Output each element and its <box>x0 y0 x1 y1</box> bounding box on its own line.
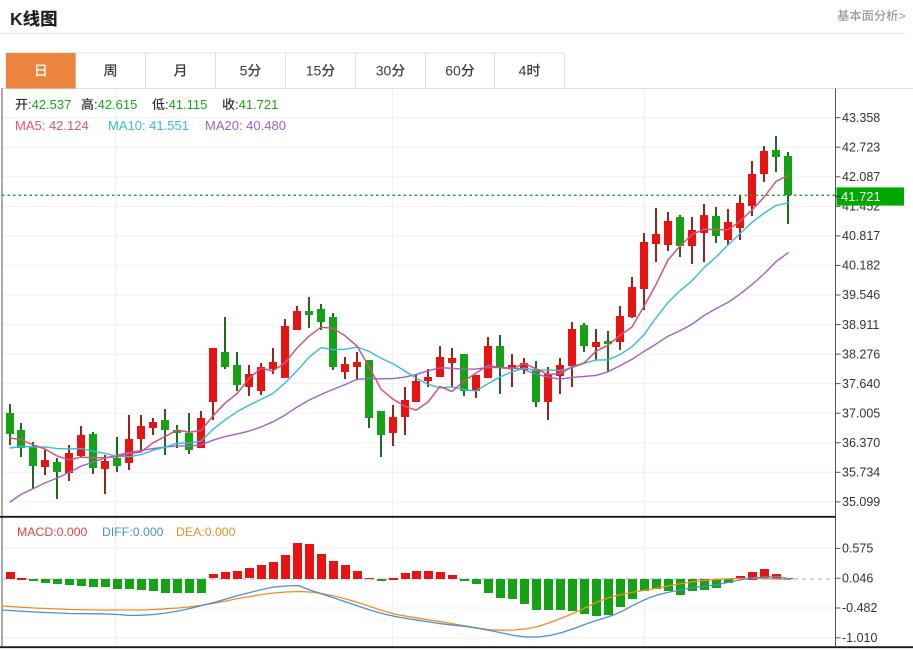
svg-text:35.734: 35.734 <box>842 466 880 480</box>
svg-text:60: 60 <box>445 63 461 79</box>
svg-text:MACD:0.000: MACD:0.000 <box>17 525 88 539</box>
svg-text:15: 15 <box>306 63 322 79</box>
svg-text::: : <box>94 97 98 112</box>
svg-text:K: K <box>10 9 23 29</box>
svg-text:40.182: 40.182 <box>842 259 880 273</box>
svg-text:42.537: 42.537 <box>32 97 72 112</box>
svg-text:MA20: 40.480: MA20: 40.480 <box>205 118 286 133</box>
svg-text::: : <box>235 97 239 112</box>
svg-text:43.358: 43.358 <box>842 111 880 125</box>
svg-text:>: > <box>899 9 906 23</box>
svg-text:38.276: 38.276 <box>842 347 880 361</box>
svg-text::: : <box>165 97 169 112</box>
svg-text:40.817: 40.817 <box>842 229 880 243</box>
svg-text:37.005: 37.005 <box>842 406 880 420</box>
svg-text:-0.482: -0.482 <box>842 601 877 615</box>
svg-text:39.546: 39.546 <box>842 288 880 302</box>
svg-text::: : <box>28 97 32 112</box>
svg-text:-1.010: -1.010 <box>842 631 877 645</box>
svg-text:41.721: 41.721 <box>239 97 279 112</box>
svg-text:42.723: 42.723 <box>842 140 880 154</box>
svg-text:5: 5 <box>240 63 248 79</box>
svg-text:DIFF:0.000: DIFF:0.000 <box>102 525 164 539</box>
svg-text:MA10: 41.551: MA10: 41.551 <box>108 118 189 133</box>
svg-text:42.615: 42.615 <box>98 97 138 112</box>
svg-text:41.115: 41.115 <box>169 97 208 112</box>
svg-text:4: 4 <box>519 63 527 79</box>
svg-text:DEA:0.000: DEA:0.000 <box>176 525 236 539</box>
svg-text:36.370: 36.370 <box>842 436 880 450</box>
svg-text:37.640: 37.640 <box>842 377 880 391</box>
svg-text:0.575: 0.575 <box>842 542 873 556</box>
svg-text:0.046: 0.046 <box>842 571 873 585</box>
svg-text:38.911: 38.911 <box>842 318 879 332</box>
svg-text:30: 30 <box>376 63 392 79</box>
svg-text:41.721: 41.721 <box>841 189 881 204</box>
svg-text:35.099: 35.099 <box>842 495 880 509</box>
svg-text:MA5: 42.124: MA5: 42.124 <box>15 118 89 133</box>
svg-text:42.087: 42.087 <box>842 170 880 184</box>
